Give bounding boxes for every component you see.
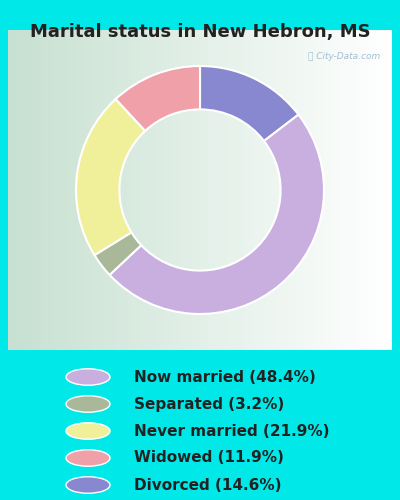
Wedge shape bbox=[76, 99, 145, 255]
Wedge shape bbox=[116, 66, 200, 131]
Circle shape bbox=[66, 423, 110, 440]
Circle shape bbox=[66, 369, 110, 385]
Text: ⓘ City-Data.com: ⓘ City-Data.com bbox=[308, 52, 380, 62]
Wedge shape bbox=[94, 232, 141, 275]
Text: Marital status in New Hebron, MS: Marital status in New Hebron, MS bbox=[30, 22, 370, 40]
Text: Widowed (11.9%): Widowed (11.9%) bbox=[134, 450, 284, 466]
Wedge shape bbox=[110, 114, 324, 314]
Circle shape bbox=[66, 450, 110, 466]
Text: Divorced (14.6%): Divorced (14.6%) bbox=[134, 478, 282, 492]
Circle shape bbox=[66, 477, 110, 493]
Text: Never married (21.9%): Never married (21.9%) bbox=[134, 424, 330, 438]
Text: Now married (48.4%): Now married (48.4%) bbox=[134, 370, 316, 384]
Text: Separated (3.2%): Separated (3.2%) bbox=[134, 396, 284, 411]
Circle shape bbox=[66, 396, 110, 412]
Wedge shape bbox=[200, 66, 298, 141]
